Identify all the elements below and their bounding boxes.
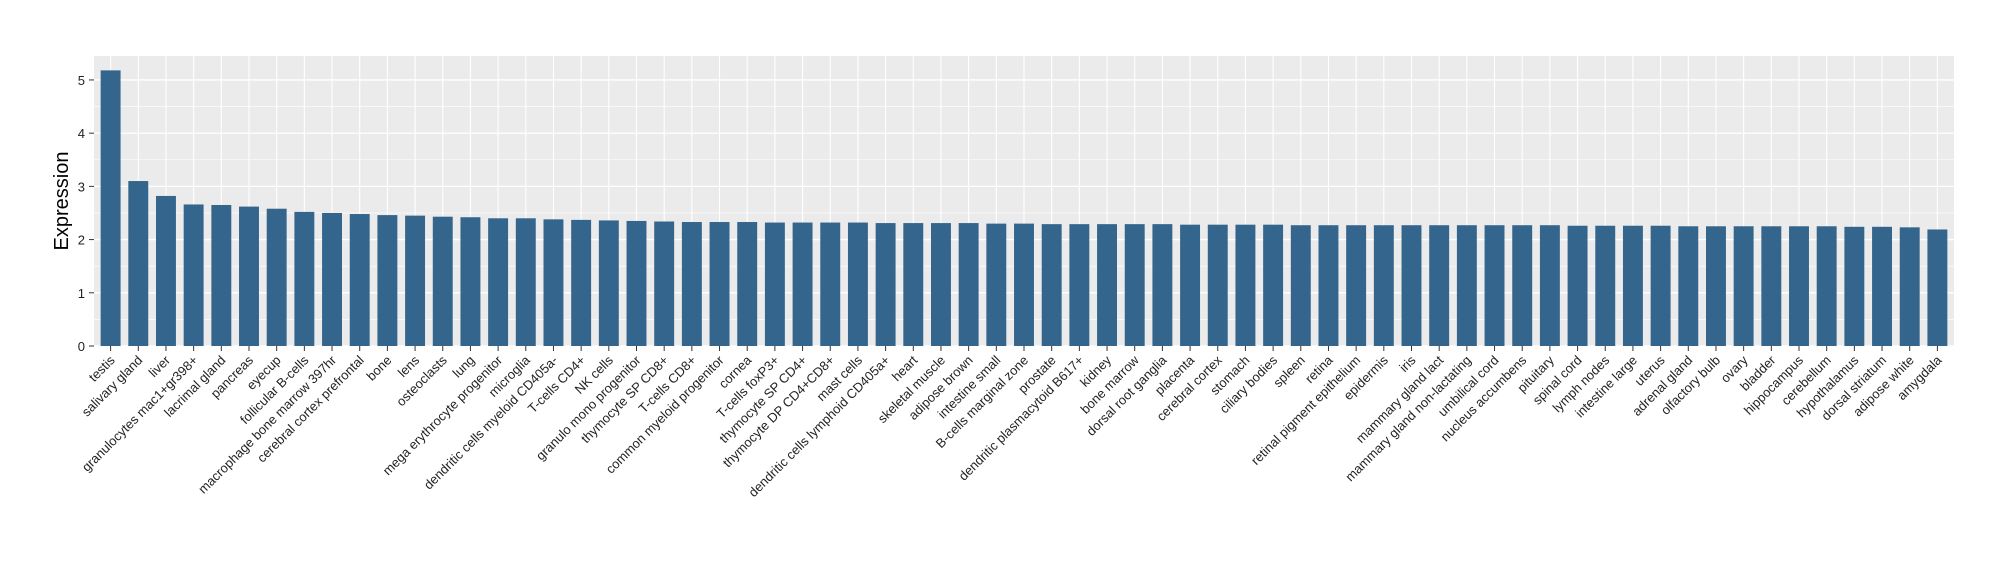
bar [1290,225,1311,346]
bar [432,216,453,346]
bar [1706,226,1726,346]
bar [294,211,315,346]
y-tick-label: 5 [78,73,85,88]
bar [1152,224,1173,346]
bar [1512,225,1533,346]
bar [875,223,896,346]
bar [1733,226,1754,346]
bar [515,218,536,346]
y-tick-label: 1 [78,286,85,301]
bar [1346,225,1367,346]
y-tick-label: 3 [78,179,85,194]
x-tick-label: osteoclasts [393,352,450,409]
bar [598,220,619,346]
bar [1927,229,1948,346]
bar [543,219,564,346]
bar [1761,226,1782,346]
bar [488,218,509,346]
bar [156,195,176,346]
bar [1622,225,1643,346]
bar [1401,225,1422,346]
x-tick-label: bone [363,353,394,384]
bar [1069,224,1090,346]
y-tick-label: 0 [78,339,85,354]
bar [322,212,342,346]
bar [931,223,951,346]
y-axis-title: Expression [51,152,73,251]
bar [709,222,730,346]
bar [405,215,426,346]
bar [1180,224,1201,346]
bar [211,204,232,346]
bar [1816,226,1837,346]
bar [239,206,259,346]
bar [1844,226,1865,346]
bar [1041,224,1062,346]
y-tick-label: 2 [78,233,85,248]
bar [820,222,841,346]
bar [183,204,204,346]
bar [1429,225,1450,346]
bar [1373,225,1394,346]
bar [100,70,121,346]
bar [737,222,758,346]
bar [1097,224,1117,346]
bar [681,222,702,346]
bar [792,222,813,346]
bar [377,215,398,346]
bar [1899,227,1920,346]
bar [266,208,287,346]
bar [1318,225,1339,346]
bar [764,222,785,346]
bar [1789,226,1809,346]
bar [1014,223,1034,346]
bar [128,181,149,346]
bar [986,223,1007,346]
bar [1263,224,1284,346]
bar [626,220,647,346]
bar [903,223,924,346]
bar [349,214,370,346]
bar [847,222,868,346]
bar [1650,225,1671,346]
bar [654,221,675,346]
bar [1539,225,1560,346]
bar [958,223,979,346]
bar [1124,224,1145,346]
bar [460,217,481,346]
bar [1207,224,1228,346]
bar [1872,226,1892,346]
bar [1484,225,1505,346]
bar [1567,225,1588,346]
bar [1678,226,1699,346]
bar [1235,224,1256,346]
y-tick-label: 4 [78,126,85,141]
bar [1595,225,1616,346]
bar [1456,225,1477,346]
x-tick-label: spleen [1270,353,1308,391]
bar [571,219,592,346]
